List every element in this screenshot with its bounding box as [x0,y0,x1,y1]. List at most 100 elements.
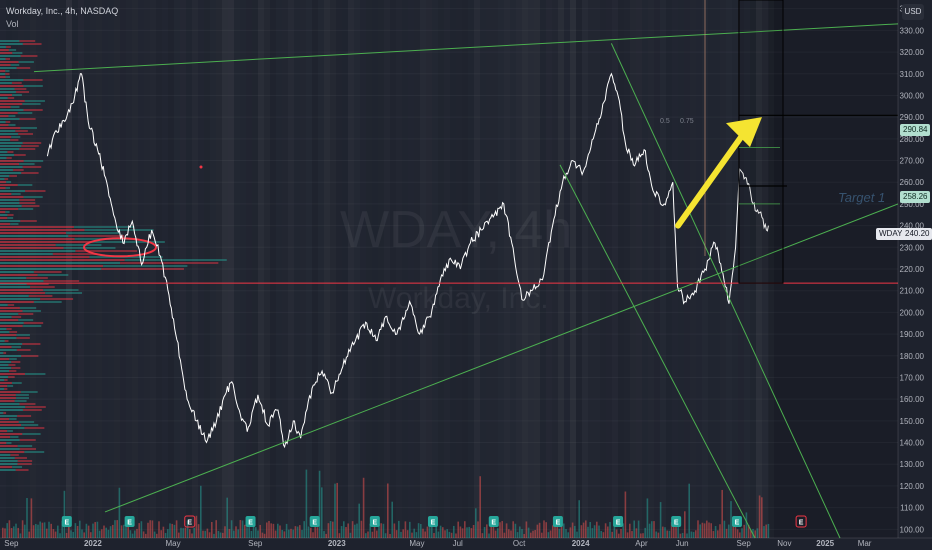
volume-bar [679,533,682,538]
volume-bar [521,529,523,538]
volume-profile-bar [0,271,34,273]
volume-profile-bar [0,457,15,459]
volume-profile-bar [0,409,23,411]
y-tick-label: 110.00 [900,504,924,513]
volume-bar [763,526,765,538]
volume-profile-bar [24,100,45,102]
currency-button[interactable]: USD [902,4,924,20]
volume-bar [690,531,693,538]
volume-bar [490,520,492,538]
volume-bar [57,525,59,538]
volume-profile-bar [0,64,11,66]
volume-bar [508,529,510,538]
volume-profile-bar [0,100,25,102]
volume-bar [112,524,114,538]
volume-bar [761,497,763,538]
earnings-marker [427,516,438,527]
volume-bar [8,520,11,538]
volume-profile-bar [0,370,10,372]
volume-bar [703,523,706,538]
volume-profile-bar [0,343,23,345]
earnings-marker [369,516,380,527]
volume-profile-bar [0,433,23,435]
volume-profile-bar [0,412,4,414]
volume-profile-bar [11,346,21,348]
volume-legend[interactable]: Vol [6,19,19,29]
volume-bar [371,531,374,538]
volume-bar [635,528,638,538]
volume-profile-bar [20,55,38,57]
volume-profile-bar [0,85,24,87]
background-stripe [144,0,150,538]
volume-profile-bar [0,49,9,51]
volume-bar [233,530,235,538]
volume-bar [398,520,400,538]
volume-bar [101,529,103,538]
volume-profile-bar [15,91,30,93]
volume-profile-bar [18,319,34,321]
target-arrow-shaft [675,127,749,229]
background-stripe [558,0,564,538]
target-label[interactable]: Target 1 [838,190,886,205]
volume-bar [81,529,83,538]
volume-profile-bar [66,232,121,234]
volume-profile-bar [0,430,8,432]
volume-bar [39,521,41,538]
volume-bar [565,529,567,538]
volume-profile-bar [25,190,46,192]
volume-bar [222,532,224,538]
volume-profile-bar [0,400,15,402]
volume-bar [618,533,620,538]
volume-profile-bar [22,433,41,435]
volume-bar [415,532,418,538]
volume-bar [107,529,110,538]
volume-bar [389,533,391,538]
volume-bar [574,525,576,538]
volume-bar [299,525,301,538]
volume-bar [208,532,211,538]
volume-profile-bar [0,322,24,324]
volume-profile-bar [33,301,62,303]
volume-bar [503,532,506,538]
y-tick-label: 270.00 [900,157,925,166]
volume-profile-bar [0,241,91,243]
volume-profile-bar [0,298,41,300]
background-stripe [180,0,186,538]
volume-profile-bar [101,268,184,270]
y-tick-label: 160.00 [900,395,925,404]
volume-bar [365,533,367,538]
volume-bar [63,490,66,538]
volume-bar [52,529,55,538]
volume-bar [345,527,347,538]
volume-bar [695,530,697,538]
volume-bar [180,527,182,538]
volume-bar [114,520,116,538]
volume-profile-bar [9,370,17,372]
volume-bar [554,524,556,538]
volume-bar [477,521,479,538]
volume-bar [461,528,464,538]
volume-bar [13,526,15,538]
volume-bar [237,529,239,538]
volume-bar [85,523,88,538]
volume-profile-bar [0,229,85,231]
volume-bar [329,521,332,538]
volume-profile-bar [24,373,46,375]
background-stripe [396,0,402,538]
symbol-title[interactable]: Workday, Inc., 4h, NASDAQ [6,6,119,16]
volume-bar [631,531,633,538]
volume-profile-bar [21,205,40,207]
volume-profile-bar [20,391,38,393]
volume-bar [756,528,759,538]
volume-profile-bar [4,379,8,381]
background-stripe [582,0,588,538]
volume-bar [569,527,572,538]
volume-profile-bar [0,346,12,348]
volume-profile-bar [5,58,11,60]
volume-profile-bar [0,133,19,135]
volume-profile-bar [0,217,8,219]
earnings-marker-label: E [187,520,192,527]
